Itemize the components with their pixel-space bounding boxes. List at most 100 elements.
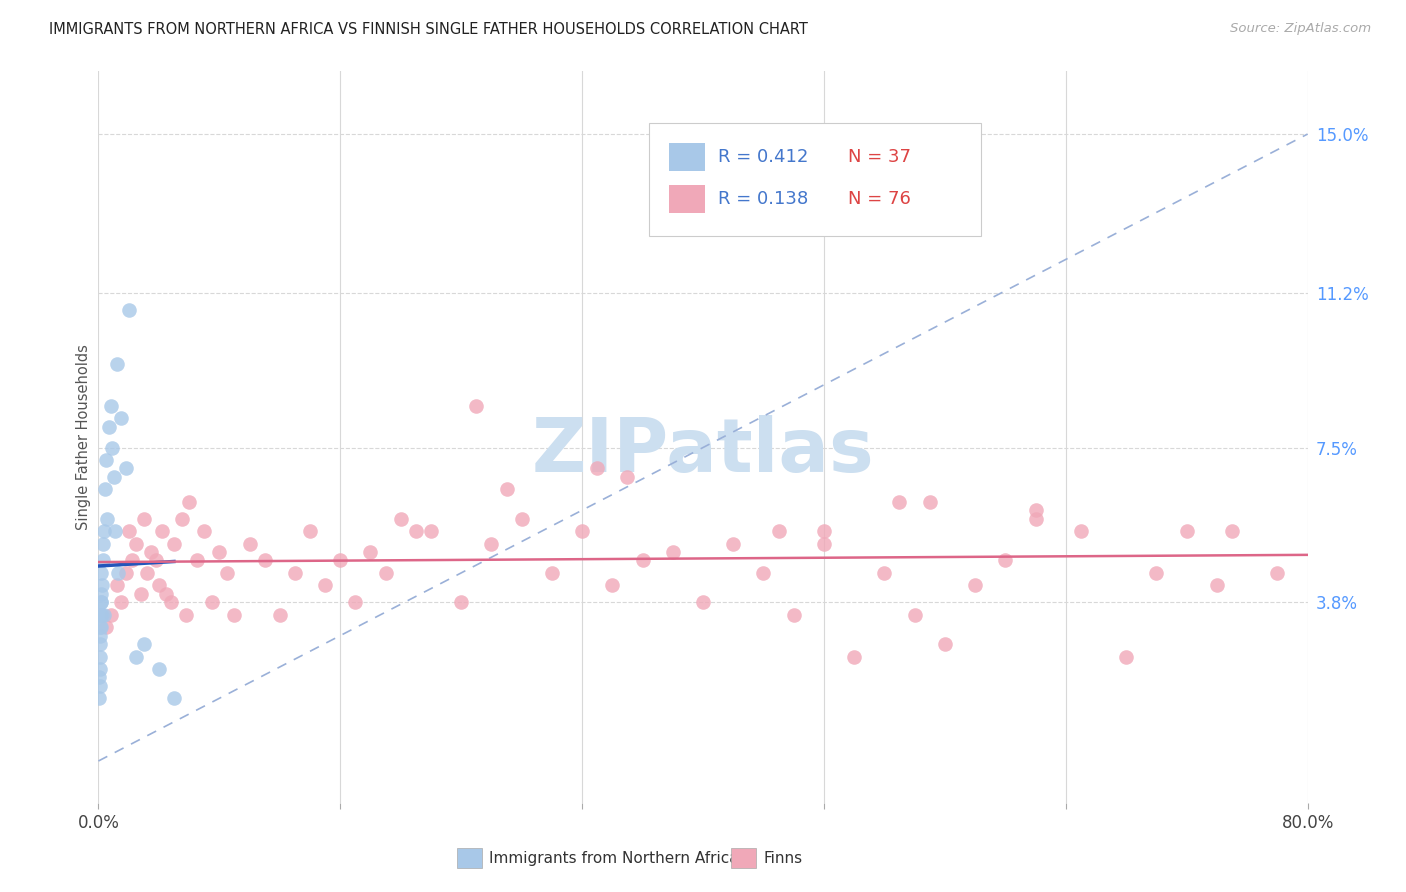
FancyBboxPatch shape — [669, 186, 706, 213]
Point — [125, 649, 148, 664]
Point — [145, 553, 167, 567]
Point — [163, 536, 186, 550]
Point — [450, 595, 472, 609]
Point — [89, 691, 111, 706]
Text: N = 37: N = 37 — [848, 148, 911, 166]
Point — [934, 637, 956, 651]
Point — [1206, 578, 1229, 592]
Point — [89, 620, 111, 634]
Point — [224, 607, 246, 622]
FancyBboxPatch shape — [648, 122, 981, 235]
Point — [405, 524, 427, 538]
Text: R = 0.138: R = 0.138 — [717, 190, 808, 209]
Point — [129, 587, 152, 601]
Point — [110, 411, 132, 425]
Point — [1024, 511, 1046, 525]
Point — [107, 566, 129, 580]
Point — [374, 566, 396, 580]
Point — [93, 524, 115, 538]
Point — [132, 637, 155, 651]
Point — [314, 578, 336, 592]
Point — [105, 357, 128, 371]
Point — [141, 545, 163, 559]
Text: Immigrants from Northern Africa: Immigrants from Northern Africa — [489, 852, 740, 866]
Point — [481, 536, 503, 550]
Point — [104, 524, 127, 538]
Point — [269, 607, 291, 622]
Point — [89, 637, 111, 651]
Point — [155, 587, 177, 601]
Text: IMMIGRANTS FROM NORTHERN AFRICA VS FINNISH SINGLE FATHER HOUSEHOLDS CORRELATION : IMMIGRANTS FROM NORTHERN AFRICA VS FINNI… — [49, 22, 808, 37]
Point — [193, 524, 215, 538]
Point — [89, 629, 111, 643]
Point — [160, 595, 183, 609]
Text: N = 76: N = 76 — [848, 190, 911, 209]
Point — [186, 553, 208, 567]
Point — [179, 495, 201, 509]
Point — [170, 511, 193, 525]
Point — [105, 578, 128, 592]
Point — [661, 545, 683, 559]
Point — [89, 649, 111, 664]
Point — [540, 566, 562, 580]
Point — [100, 399, 122, 413]
Point — [284, 566, 307, 580]
Point — [90, 595, 112, 609]
Point — [98, 419, 121, 434]
Point — [89, 662, 111, 676]
Point — [723, 536, 745, 550]
Point — [420, 524, 443, 538]
Point — [1146, 566, 1168, 580]
Point — [602, 578, 624, 592]
Point — [96, 511, 118, 525]
Text: ZIPatlas: ZIPatlas — [531, 415, 875, 488]
Point — [91, 536, 114, 550]
Point — [90, 607, 112, 622]
FancyBboxPatch shape — [669, 143, 706, 171]
Point — [90, 595, 112, 609]
Point — [94, 483, 117, 497]
Point — [89, 670, 111, 684]
Point — [752, 566, 775, 580]
Point — [132, 511, 155, 525]
Point — [692, 595, 714, 609]
Point — [904, 607, 927, 622]
Point — [90, 587, 112, 601]
Text: Finns: Finns — [763, 852, 803, 866]
Point — [1024, 503, 1046, 517]
Point — [1220, 524, 1243, 538]
Point — [360, 545, 382, 559]
Point — [994, 553, 1017, 567]
Point — [91, 607, 114, 622]
Point — [114, 566, 136, 580]
Point — [1267, 566, 1289, 580]
Point — [148, 578, 170, 592]
Point — [89, 679, 111, 693]
Point — [844, 649, 866, 664]
Point — [329, 553, 352, 567]
Point — [118, 302, 141, 317]
Text: R = 0.412: R = 0.412 — [717, 148, 808, 166]
Point — [389, 511, 412, 525]
Point — [90, 620, 112, 634]
Point — [918, 495, 941, 509]
Point — [586, 461, 609, 475]
Point — [94, 620, 117, 634]
Point — [101, 441, 124, 455]
Point — [103, 470, 125, 484]
Point — [110, 595, 132, 609]
Point — [125, 536, 148, 550]
Point — [148, 662, 170, 676]
Point — [114, 461, 136, 475]
Point — [299, 524, 322, 538]
Point — [174, 607, 197, 622]
Point — [118, 524, 141, 538]
Point — [90, 566, 112, 580]
Point — [783, 607, 806, 622]
Text: Source: ZipAtlas.com: Source: ZipAtlas.com — [1230, 22, 1371, 36]
Point — [1115, 649, 1137, 664]
Point — [965, 578, 987, 592]
Y-axis label: Single Father Households: Single Father Households — [76, 344, 91, 530]
Point — [631, 553, 654, 567]
Point — [90, 578, 112, 592]
